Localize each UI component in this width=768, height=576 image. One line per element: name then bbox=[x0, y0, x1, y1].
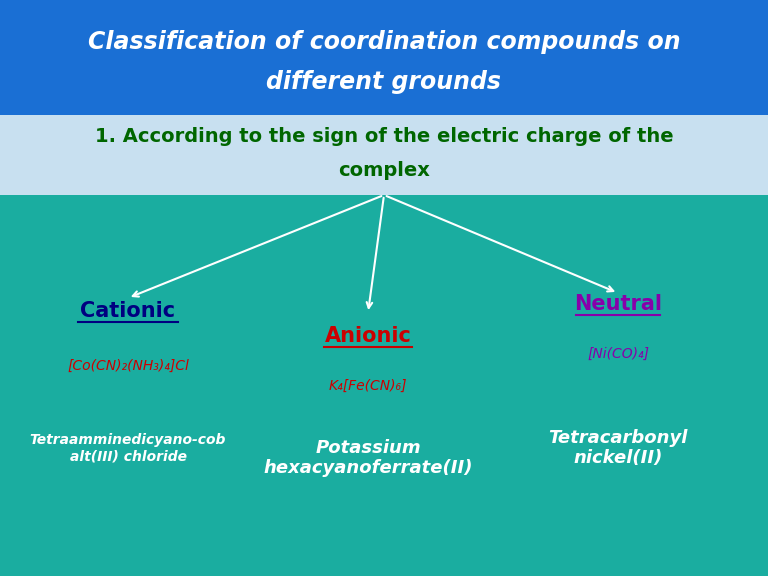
Text: Tetraamminedicyano-cob
alt(III) chloride: Tetraamminedicyano-cob alt(III) chloride bbox=[30, 433, 227, 463]
Bar bbox=[0, 115, 768, 195]
Text: complex: complex bbox=[338, 161, 430, 180]
Text: Potassium
hexacyanoferrate(II): Potassium hexacyanoferrate(II) bbox=[263, 438, 473, 478]
Text: different grounds: different grounds bbox=[266, 70, 502, 94]
Text: Classification of coordination compounds on: Classification of coordination compounds… bbox=[88, 30, 680, 54]
Text: [Ni(CO)₄]: [Ni(CO)₄] bbox=[587, 347, 649, 361]
Text: 1. According to the sign of the electric charge of the: 1. According to the sign of the electric… bbox=[94, 127, 674, 146]
Text: Tetracarbonyl
nickel(II): Tetracarbonyl nickel(II) bbox=[548, 429, 687, 467]
Text: Neutral: Neutral bbox=[574, 294, 662, 314]
Text: Anionic: Anionic bbox=[325, 326, 412, 346]
Text: K₄[Fe(CN)₆]: K₄[Fe(CN)₆] bbox=[329, 379, 407, 393]
Text: [Co(CN)₂(NH₃)₄]Cl: [Co(CN)₂(NH₃)₄]Cl bbox=[67, 359, 189, 373]
Text: Cationic: Cationic bbox=[81, 301, 176, 321]
Bar bbox=[0, 195, 768, 576]
Bar bbox=[0, 0, 768, 115]
